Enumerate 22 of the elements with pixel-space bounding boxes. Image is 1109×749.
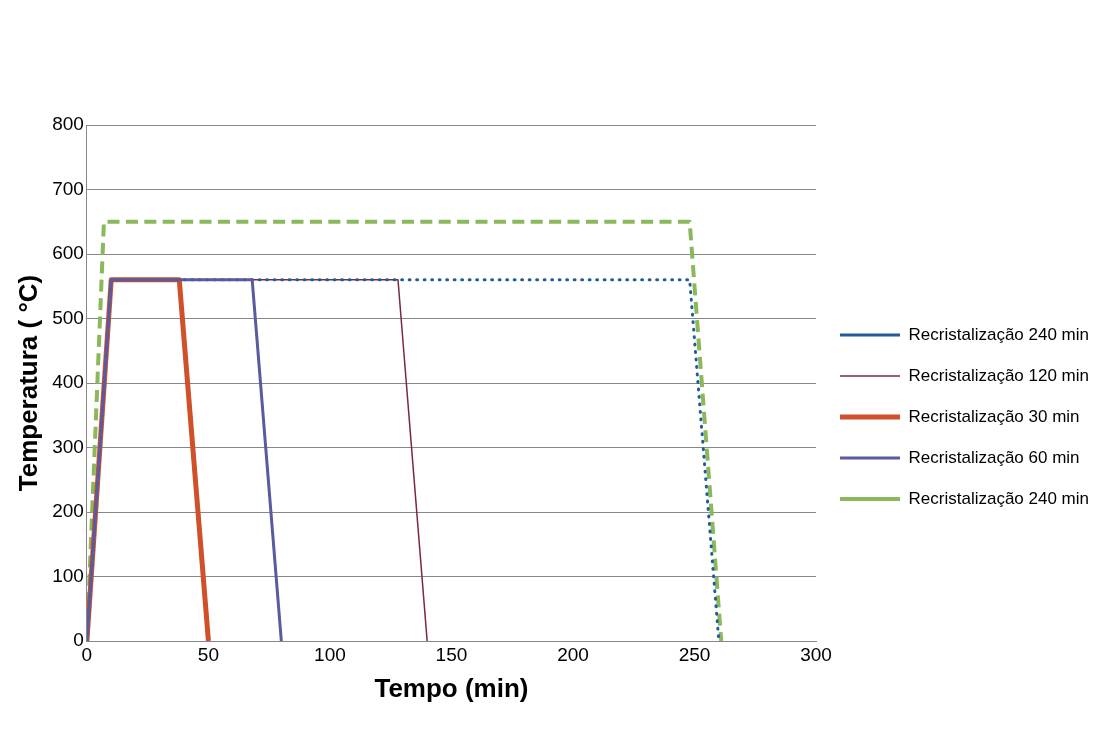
y-tick-label: 300 bbox=[52, 435, 84, 457]
x-tick-label: 50 bbox=[197, 643, 219, 665]
legend-label: Recristalização 120 min bbox=[908, 365, 1089, 385]
x-tick-label: 200 bbox=[557, 643, 589, 665]
y-tick-label: 100 bbox=[52, 564, 84, 586]
legend-label: Recristalização 30 min bbox=[908, 406, 1080, 426]
x-axis-title: Tempo (min) bbox=[374, 672, 529, 703]
legend-label: Recristalização 240 min bbox=[908, 324, 1089, 344]
x-tick-label: 250 bbox=[678, 643, 711, 665]
y-tick-label: 0 bbox=[73, 629, 84, 651]
x-tick-label: 300 bbox=[800, 643, 832, 665]
y-tick-label: 500 bbox=[52, 306, 84, 328]
y-tick-label: 400 bbox=[52, 371, 84, 393]
x-tick-label: 150 bbox=[435, 643, 468, 665]
legend-label: Recristalização 60 min bbox=[908, 447, 1080, 467]
y-tick-label: 200 bbox=[52, 500, 84, 522]
y-tick-label: 800 bbox=[52, 113, 84, 135]
x-tick-label: 100 bbox=[314, 643, 346, 665]
y-tick-label: 600 bbox=[52, 242, 84, 264]
legend-label: Recristalização 240 min bbox=[908, 488, 1089, 508]
y-axis-title: Temperatura ( °C) bbox=[12, 274, 43, 492]
y-tick-label: 700 bbox=[52, 177, 84, 199]
